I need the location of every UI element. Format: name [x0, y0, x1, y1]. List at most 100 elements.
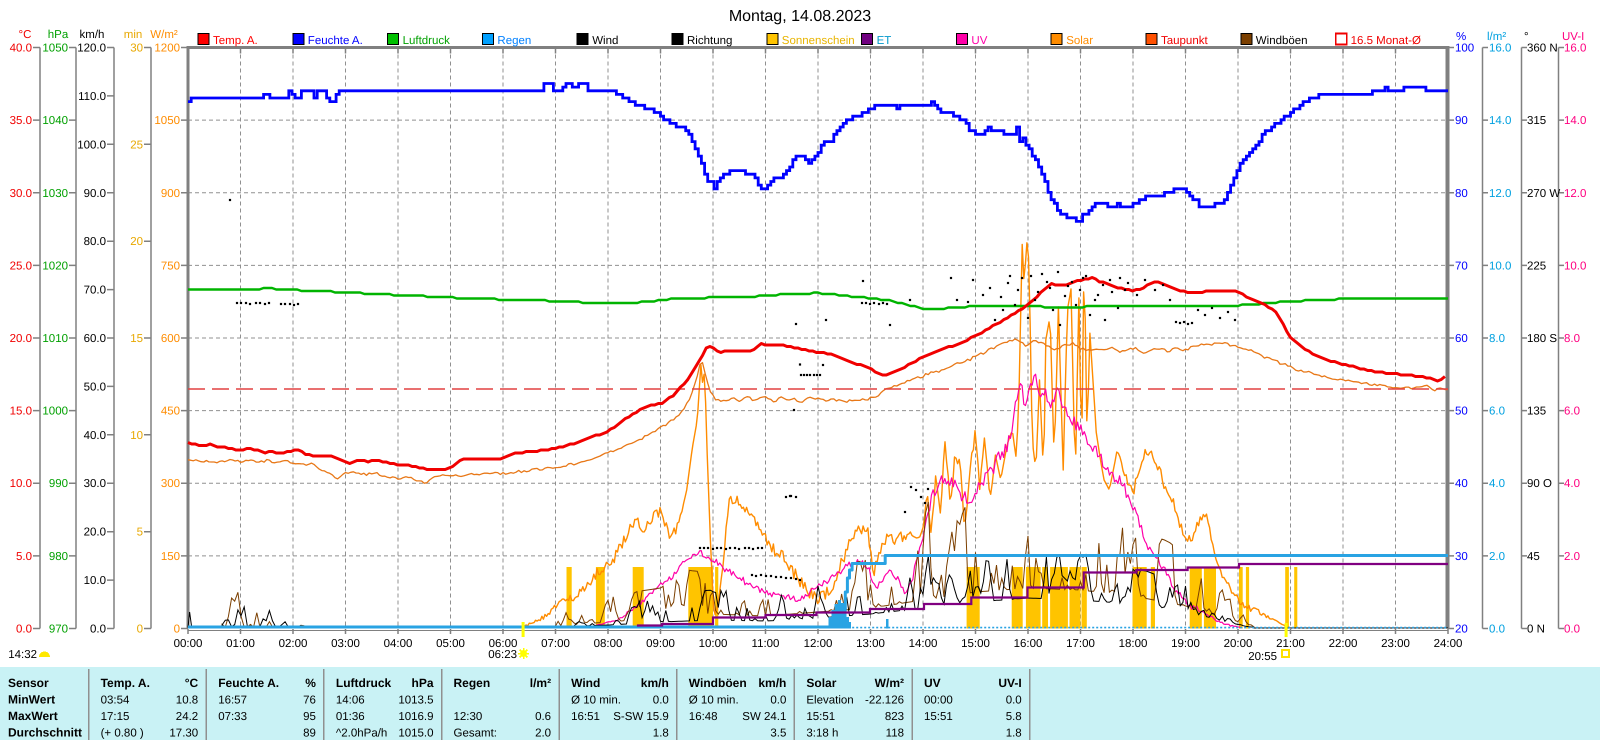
svg-text:Luftdruck: Luftdruck — [336, 676, 392, 690]
svg-text:Feuchte A.: Feuchte A. — [308, 35, 363, 47]
svg-text:Wind: Wind — [592, 35, 618, 47]
svg-text:min: min — [124, 29, 143, 41]
svg-text:Feuchte A.: Feuchte A. — [218, 676, 279, 690]
svg-text:10: 10 — [130, 430, 143, 442]
svg-text:06:00: 06:00 — [489, 638, 518, 650]
svg-text:90.0: 90.0 — [84, 188, 106, 200]
svg-text:14:00: 14:00 — [909, 638, 938, 650]
svg-text:16.0: 16.0 — [1564, 43, 1586, 55]
svg-text:1020: 1020 — [42, 260, 68, 272]
svg-text:12.0: 12.0 — [1489, 188, 1511, 200]
svg-text:10.0: 10.0 — [10, 478, 32, 490]
svg-text:70: 70 — [1455, 260, 1468, 272]
svg-text:1010: 1010 — [42, 333, 68, 345]
svg-text:30.0: 30.0 — [84, 478, 106, 490]
svg-text:03:00: 03:00 — [331, 638, 360, 650]
svg-text:00:00: 00:00 — [174, 638, 203, 650]
svg-text:6.0: 6.0 — [1564, 406, 1580, 418]
svg-text:km/h: km/h — [80, 29, 105, 41]
svg-text:16:51: 16:51 — [571, 711, 600, 723]
svg-text:-22.126: -22.126 — [865, 695, 904, 707]
svg-text:°: ° — [1524, 31, 1529, 43]
svg-text:19:00: 19:00 — [1171, 638, 1200, 650]
svg-text:2.0: 2.0 — [1564, 551, 1580, 563]
svg-text:S-SW 15.9: S-SW 15.9 — [613, 711, 669, 723]
svg-text:22:00: 22:00 — [1329, 638, 1358, 650]
svg-text:3.5: 3.5 — [770, 728, 786, 740]
svg-text:1.8: 1.8 — [1006, 728, 1022, 740]
svg-text:UV-I: UV-I — [998, 676, 1021, 690]
svg-text:20:00: 20:00 — [1224, 638, 1253, 650]
svg-text:89: 89 — [303, 728, 316, 740]
svg-text:km/h: km/h — [641, 676, 669, 690]
svg-text:40.0: 40.0 — [10, 43, 32, 55]
svg-text:Durchschnitt: Durchschnitt — [8, 726, 82, 740]
svg-text:15.0: 15.0 — [10, 406, 32, 418]
svg-text:990: 990 — [49, 478, 68, 490]
svg-text:8.0: 8.0 — [1564, 333, 1580, 345]
svg-text:3:18 h: 3:18 h — [806, 728, 838, 740]
svg-text:%: % — [305, 676, 316, 690]
svg-text:^2.0hPa/h: ^2.0hPa/h — [336, 728, 387, 740]
svg-text:hPa: hPa — [48, 29, 69, 41]
svg-text:6.0: 6.0 — [1489, 406, 1505, 418]
svg-text:180 S: 180 S — [1527, 333, 1557, 345]
svg-text:06:23: 06:23 — [488, 649, 517, 661]
svg-text:Luftdruck: Luftdruck — [403, 35, 451, 47]
svg-text:0.0: 0.0 — [1564, 624, 1580, 636]
svg-text:300: 300 — [161, 478, 180, 490]
svg-text:100: 100 — [1455, 43, 1474, 55]
svg-text:1.8: 1.8 — [653, 728, 669, 740]
svg-text:UV-I: UV-I — [1562, 31, 1584, 43]
svg-text:05:00: 05:00 — [436, 638, 465, 650]
svg-text:07:33: 07:33 — [218, 711, 247, 723]
svg-text:03:54: 03:54 — [101, 695, 130, 707]
svg-text:30: 30 — [130, 43, 143, 55]
svg-text:hPa: hPa — [411, 676, 433, 690]
svg-text:0 N: 0 N — [1527, 624, 1545, 636]
svg-text:°C: °C — [19, 29, 32, 41]
svg-text:10.0: 10.0 — [84, 575, 106, 587]
svg-text:Montag, 14.08.2023: Montag, 14.08.2023 — [729, 8, 871, 25]
svg-text:0.0: 0.0 — [770, 695, 786, 707]
svg-text:135: 135 — [1527, 406, 1546, 418]
svg-text:823: 823 — [885, 711, 904, 723]
svg-text:°C: °C — [185, 676, 199, 690]
svg-text:970: 970 — [49, 624, 68, 636]
svg-text:120.0: 120.0 — [77, 43, 106, 55]
svg-text:00:00: 00:00 — [924, 695, 953, 707]
svg-text:W/m²: W/m² — [150, 29, 178, 41]
svg-text:45: 45 — [1527, 551, 1540, 563]
svg-text:50: 50 — [1455, 406, 1468, 418]
svg-text:1016.9: 1016.9 — [398, 711, 433, 723]
svg-text:l/m²: l/m² — [1487, 31, 1506, 43]
svg-text:35.0: 35.0 — [10, 115, 32, 127]
svg-text:Windböen: Windböen — [1256, 35, 1308, 47]
svg-text:80.0: 80.0 — [84, 236, 106, 248]
svg-text:20.0: 20.0 — [84, 527, 106, 539]
svg-text:14:06: 14:06 — [336, 695, 365, 707]
svg-text:Richtung: Richtung — [687, 35, 732, 47]
svg-text:1050: 1050 — [154, 115, 180, 127]
svg-text:4.0: 4.0 — [1489, 478, 1505, 490]
svg-text:100.0: 100.0 — [77, 139, 106, 151]
svg-text:14:32: 14:32 — [8, 649, 37, 661]
svg-text:SW 24.1: SW 24.1 — [742, 711, 786, 723]
svg-text:16:57: 16:57 — [218, 695, 247, 707]
svg-text:10.0: 10.0 — [1564, 260, 1586, 272]
svg-text:980: 980 — [49, 551, 68, 563]
svg-text:1040: 1040 — [42, 115, 68, 127]
svg-text:16.0: 16.0 — [1489, 43, 1511, 55]
svg-text:95: 95 — [303, 711, 316, 723]
svg-text:90: 90 — [1455, 115, 1468, 127]
svg-text:5.0: 5.0 — [16, 551, 32, 563]
svg-text:15:51: 15:51 — [924, 711, 953, 723]
svg-text:12:30: 12:30 — [454, 711, 483, 723]
svg-text:8.0: 8.0 — [1489, 333, 1505, 345]
svg-text:60: 60 — [1455, 333, 1468, 345]
svg-text:Elevation: Elevation — [806, 695, 853, 707]
svg-text:80: 80 — [1455, 188, 1468, 200]
svg-text:1030: 1030 — [42, 188, 68, 200]
svg-text:W/m²: W/m² — [875, 676, 904, 690]
svg-text:0.0: 0.0 — [16, 624, 32, 636]
